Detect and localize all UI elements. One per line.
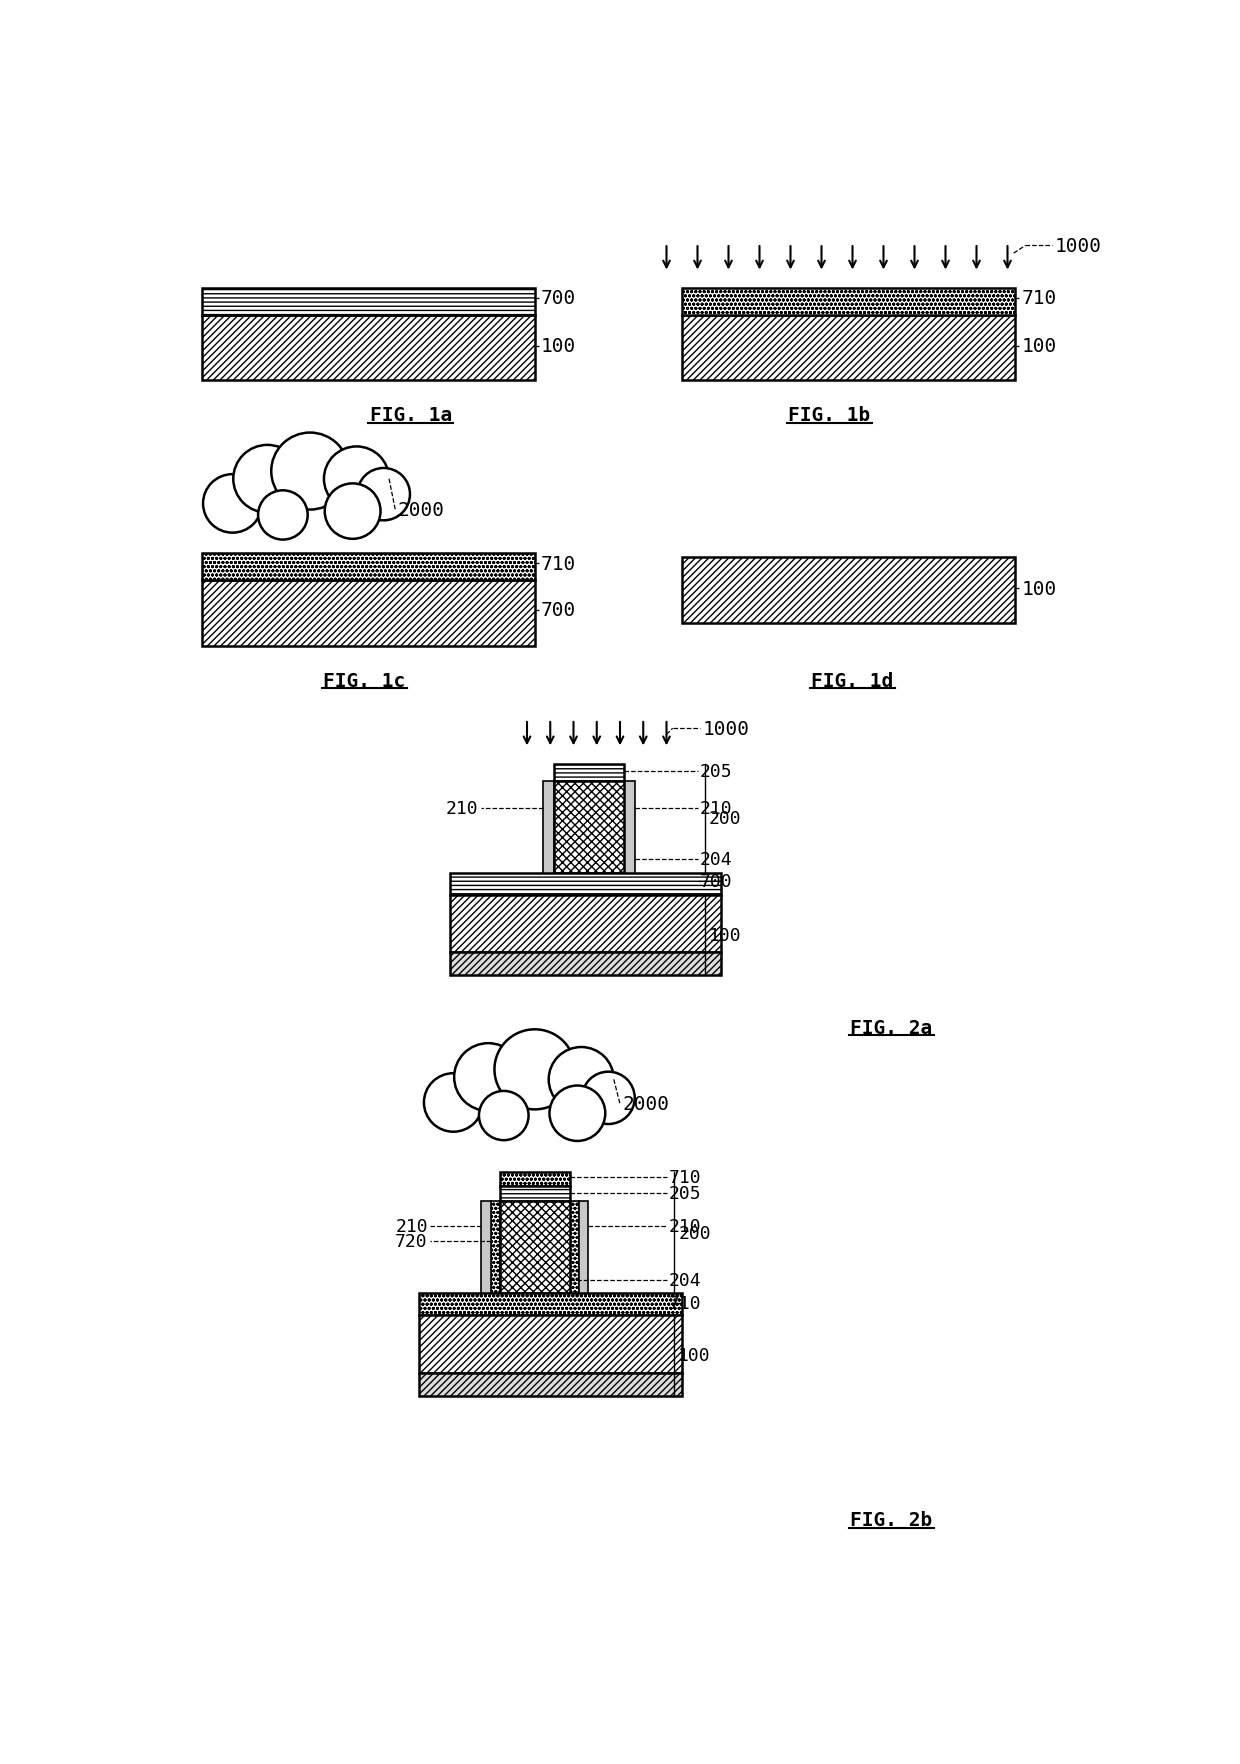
Circle shape (203, 475, 262, 533)
Text: 700: 700 (541, 602, 577, 619)
Text: 2000: 2000 (622, 1095, 670, 1113)
Circle shape (549, 1087, 605, 1141)
Text: 2000: 2000 (398, 501, 445, 520)
Circle shape (454, 1044, 522, 1111)
Text: 1000: 1000 (1055, 236, 1102, 256)
Bar (500, 1185, 569, 1201)
Text: 200: 200 (678, 1224, 711, 1242)
Circle shape (324, 446, 389, 512)
Text: 200: 200 (709, 810, 742, 827)
Bar (201, 580, 534, 646)
Text: 720: 720 (396, 1233, 428, 1251)
Bar (554, 764, 624, 781)
Bar (449, 894, 720, 953)
Circle shape (549, 1048, 614, 1111)
Text: 210: 210 (699, 799, 733, 817)
Bar (624, 781, 635, 877)
Text: FIG. 2b: FIG. 2b (851, 1510, 932, 1529)
Circle shape (272, 434, 348, 510)
Bar (491, 1201, 500, 1298)
Text: 100: 100 (678, 1346, 711, 1365)
Bar (449, 953, 720, 975)
Bar (201, 554, 534, 580)
Bar (543, 781, 554, 877)
Circle shape (479, 1092, 528, 1141)
Circle shape (357, 469, 410, 520)
Circle shape (325, 483, 381, 540)
Bar (201, 289, 534, 316)
Text: 210: 210 (396, 1217, 428, 1235)
Text: 100: 100 (709, 926, 742, 944)
Bar (419, 1372, 682, 1395)
Bar (481, 1201, 491, 1298)
Text: 100: 100 (1022, 579, 1056, 598)
Circle shape (495, 1030, 575, 1110)
Text: FIG. 1a: FIG. 1a (370, 406, 451, 425)
Text: 710: 710 (668, 1168, 702, 1187)
Text: 100: 100 (541, 337, 577, 356)
Text: 1000: 1000 (702, 720, 749, 739)
Circle shape (582, 1073, 635, 1124)
Bar (419, 1316, 682, 1372)
Bar (419, 1293, 682, 1316)
Text: FIG. 1c: FIG. 1c (324, 672, 405, 691)
Text: 204: 204 (668, 1270, 702, 1289)
Bar (569, 1201, 579, 1298)
Bar (449, 873, 720, 894)
Bar (682, 316, 1016, 381)
Text: 205: 205 (668, 1184, 702, 1201)
Circle shape (258, 490, 308, 540)
Text: FIG. 1b: FIG. 1b (789, 406, 870, 425)
Text: 710: 710 (1022, 289, 1056, 309)
Text: FIG. 2a: FIG. 2a (851, 1018, 932, 1037)
Text: 710: 710 (668, 1295, 702, 1312)
Text: 100: 100 (1022, 337, 1056, 356)
Text: FIG. 1d: FIG. 1d (811, 672, 894, 691)
Bar (554, 781, 624, 873)
Text: 205: 205 (699, 762, 733, 780)
Bar (500, 1171, 569, 1185)
Bar (500, 1201, 569, 1293)
Text: 204: 204 (699, 850, 733, 868)
Text: 700: 700 (541, 289, 577, 309)
Circle shape (233, 446, 301, 513)
Bar (682, 289, 1016, 316)
Bar (682, 557, 1016, 623)
Bar (201, 316, 534, 381)
Circle shape (424, 1074, 482, 1132)
Text: 210: 210 (668, 1217, 702, 1235)
Bar (579, 1201, 588, 1298)
Text: 210: 210 (445, 799, 479, 817)
Text: 700: 700 (699, 871, 733, 891)
Text: 710: 710 (541, 554, 577, 573)
